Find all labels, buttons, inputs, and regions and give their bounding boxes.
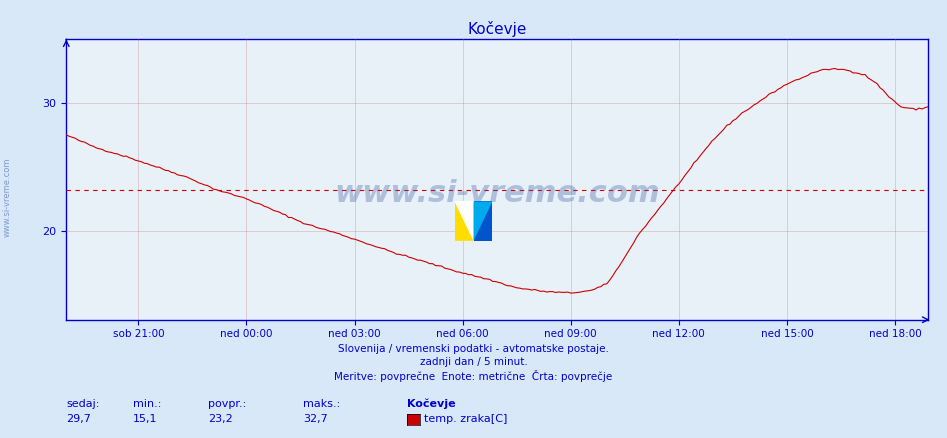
Text: www.si-vreme.com: www.si-vreme.com bbox=[334, 179, 660, 208]
Polygon shape bbox=[474, 201, 492, 241]
Text: zadnji dan / 5 minut.: zadnji dan / 5 minut. bbox=[420, 357, 527, 367]
Text: 23,2: 23,2 bbox=[208, 414, 233, 424]
Text: Kočevje: Kočevje bbox=[407, 399, 456, 409]
Text: 32,7: 32,7 bbox=[303, 414, 328, 424]
Text: sedaj:: sedaj: bbox=[66, 399, 99, 409]
Text: Meritve: povprečne  Enote: metrične  Črta: povprečje: Meritve: povprečne Enote: metrične Črta:… bbox=[334, 370, 613, 382]
Text: temp. zraka[C]: temp. zraka[C] bbox=[424, 414, 508, 424]
Text: maks.:: maks.: bbox=[303, 399, 340, 409]
Polygon shape bbox=[455, 201, 474, 241]
Text: min.:: min.: bbox=[133, 399, 161, 409]
Text: 29,7: 29,7 bbox=[66, 414, 91, 424]
Text: povpr.:: povpr.: bbox=[208, 399, 246, 409]
Text: 15,1: 15,1 bbox=[133, 414, 157, 424]
Title: Kočevje: Kočevje bbox=[468, 21, 527, 37]
Text: Slovenija / vremenski podatki - avtomatske postaje.: Slovenija / vremenski podatki - avtomats… bbox=[338, 344, 609, 354]
Text: www.si-vreme.com: www.si-vreme.com bbox=[3, 157, 12, 237]
Polygon shape bbox=[474, 201, 492, 241]
